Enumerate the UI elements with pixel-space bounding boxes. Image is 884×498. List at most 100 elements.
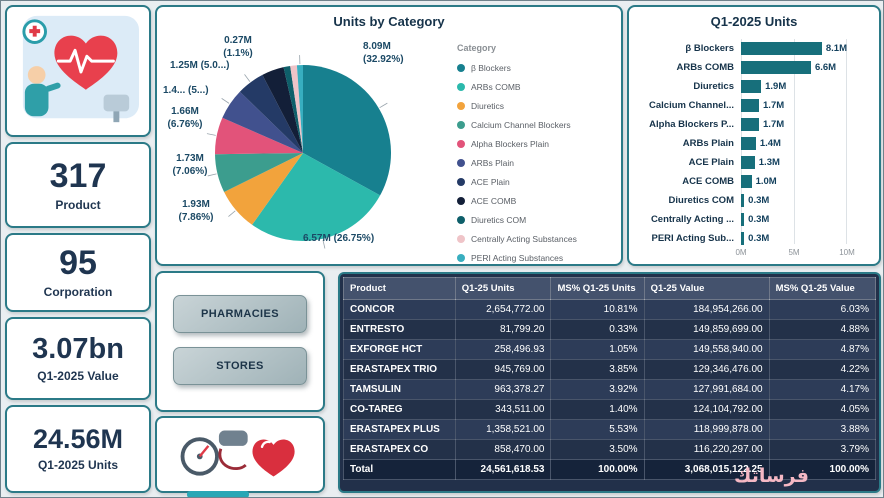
- bar-9[interactable]: [741, 213, 745, 226]
- product-cell: ENTRESTO: [343, 319, 456, 340]
- value-cell: 858,470.00: [454, 439, 552, 460]
- bar-category-label: β Blockers: [685, 43, 734, 54]
- bar-chart-title: Q1-2025 Units: [710, 14, 798, 29]
- bar-category-label: Diuretics: [693, 81, 734, 92]
- legend-item[interactable]: ARBs COMB: [457, 77, 577, 96]
- total-value-cell: 100.00%: [768, 459, 877, 480]
- column-header-2[interactable]: MS% Q1-25 Units: [550, 277, 645, 300]
- bar-row: ARBs Plain 1.4M: [637, 134, 873, 153]
- kpi-card-product: 317 Product: [5, 142, 151, 228]
- bar-1[interactable]: [741, 61, 811, 74]
- value-cell: 3.85%: [550, 359, 645, 380]
- bar-3[interactable]: [741, 99, 760, 112]
- table-row[interactable]: CO-TAREG 343,511.00 1.40% 124,104,792.00 4.0…: [343, 399, 877, 420]
- table-total-row: Total 24,561,618.53 100.00% 3,068,015,122.2…: [343, 459, 877, 480]
- table-row[interactable]: EXFORGE HCT 258,496.93 1.05% 149,558,940.00…: [343, 339, 877, 360]
- legend-label: ACE COMB: [471, 195, 517, 206]
- kpi-product-value: 317: [49, 156, 107, 195]
- bar-row: ACE COMB 1.0M: [637, 172, 873, 191]
- bar-4[interactable]: [741, 118, 760, 131]
- table-row[interactable]: ERASTAPEX PLUS 1,358,521.00 5.53% 118,999,8…: [343, 419, 877, 440]
- legend-item[interactable]: Calcium Channel Blockers: [457, 115, 577, 134]
- legend-item[interactable]: PERI Acting Substances: [457, 248, 577, 267]
- column-header-1[interactable]: Q1-25 Units: [454, 277, 552, 300]
- legend-label: ARBs Plain: [471, 157, 514, 168]
- bar-row: Alpha Blockers P... 1.7M: [637, 115, 873, 134]
- pie-slice-10[interactable]: [296, 65, 303, 153]
- value-cell: 343,511.00: [454, 399, 552, 420]
- value-cell: 129,346,476.00: [643, 359, 770, 380]
- pie-slice-7[interactable]: [262, 67, 303, 153]
- bar-8[interactable]: [741, 194, 745, 207]
- bar-track: 1.7M: [741, 118, 847, 131]
- stores-button[interactable]: STORES: [173, 347, 307, 385]
- bar-category-label: Centrally Acting ...: [650, 214, 734, 225]
- bar-10[interactable]: [741, 232, 745, 245]
- navigation-card: PHARMACIES STORES: [155, 271, 325, 412]
- legend-item[interactable]: β Blockers: [457, 58, 577, 77]
- page-indicator[interactable]: [187, 491, 249, 497]
- table-row[interactable]: ENTRESTO 81,799.20 0.33% 149,859,699.00 4.88…: [343, 319, 877, 340]
- pie-slice-8[interactable]: [283, 65, 303, 153]
- bar-0[interactable]: [741, 42, 822, 55]
- legend-label: PERI Acting Substances: [471, 252, 564, 263]
- bar-7[interactable]: [741, 175, 752, 188]
- legend-item[interactable]: Alpha Blockers Plain: [457, 134, 577, 153]
- pie-data-label: 1.66M (6.76%): [167, 106, 203, 130]
- legend-item[interactable]: ACE COMB: [457, 191, 577, 210]
- value-cell: 963,378.27: [454, 379, 552, 400]
- table-row[interactable]: ERASTAPEX TRIO 945,769.00 3.85% 129,346,476…: [343, 359, 877, 380]
- bar-category-label: PERI Acting Sub...: [651, 233, 734, 244]
- product-cell: ERASTAPEX PLUS: [343, 419, 456, 440]
- pie-data-label: 6.57M (26.75%): [303, 233, 375, 244]
- value-cell: 81,799.20: [454, 319, 552, 340]
- pie-slice-3[interactable]: [215, 153, 303, 192]
- table-row[interactable]: CONCOR 2,654,772.00 10.81% 184,954,266.00 6.…: [343, 299, 877, 320]
- legend-item[interactable]: Diuretics: [457, 96, 577, 115]
- doctor-heart-illustration: [22, 15, 139, 123]
- value-cell: 3.50%: [550, 439, 645, 460]
- bar-category-label: ARBs COMB: [676, 62, 734, 73]
- label-leader-line: [244, 74, 251, 82]
- table-row[interactable]: TAMSULIN 963,378.27 3.92% 127,991,684.00 4.1…: [343, 379, 877, 400]
- bar-2[interactable]: [741, 80, 762, 93]
- legend-item[interactable]: Centrally Acting Substances: [457, 229, 577, 248]
- bar-category-label: ARBs Plain: [682, 138, 734, 149]
- watermark-text: فرساتك: [734, 466, 809, 487]
- bar-value-label: 8.1M: [825, 43, 847, 54]
- legend-dot-icon: [457, 234, 465, 243]
- pie-data-label: 1.93M (7.86%): [178, 199, 214, 223]
- pie-slice-9[interactable]: [290, 65, 303, 153]
- blood-pressure-illustration-card: [155, 416, 325, 493]
- pie-slice-0[interactable]: [303, 65, 391, 196]
- value-cell: 3.92%: [550, 379, 645, 400]
- table-row[interactable]: ERASTAPEX CO 858,470.00 3.50% 116,220,297.0…: [343, 439, 877, 460]
- bar-5[interactable]: [741, 137, 756, 150]
- product-cell: CO-TAREG: [343, 399, 456, 420]
- legend-label: Centrally Acting Substances: [471, 233, 577, 244]
- product-cell: TAMSULIN: [343, 379, 456, 400]
- label-leader-line: [322, 239, 326, 249]
- legend-item[interactable]: ACE Plain: [457, 172, 577, 191]
- bar-row: Calcium Channel... 1.7M: [637, 96, 873, 115]
- medical-illustration-card: [5, 5, 151, 137]
- pie-slice-4[interactable]: [215, 117, 303, 155]
- bar-category-label: ACE Plain: [688, 157, 734, 168]
- column-header-3[interactable]: Q1-25 Value: [643, 277, 770, 300]
- label-leader-line: [207, 173, 217, 177]
- column-header-0[interactable]: Product: [343, 277, 456, 300]
- pie-slice-5[interactable]: [222, 91, 303, 153]
- pharmacies-button[interactable]: PHARMACIES: [173, 295, 307, 333]
- column-header-4[interactable]: MS% Q1-25 Value: [768, 277, 877, 300]
- label-leader-line: [221, 98, 230, 104]
- units-by-category-chart-card: Units by Category 8.09M (32.92%) 6.57M (2…: [155, 5, 623, 266]
- pie-slice-2[interactable]: [224, 153, 303, 225]
- bar-value-label: 1.7M: [763, 119, 785, 130]
- bar-category-label: Alpha Blockers P...: [649, 119, 734, 130]
- legend-item[interactable]: Diuretics COM: [457, 210, 577, 229]
- bar-row: β Blockers 8.1M: [637, 39, 873, 58]
- bar-6[interactable]: [741, 156, 755, 169]
- pie-slice-6[interactable]: [239, 74, 303, 153]
- legend-item[interactable]: ARBs Plain: [457, 153, 577, 172]
- pie-slice-1[interactable]: [252, 153, 381, 242]
